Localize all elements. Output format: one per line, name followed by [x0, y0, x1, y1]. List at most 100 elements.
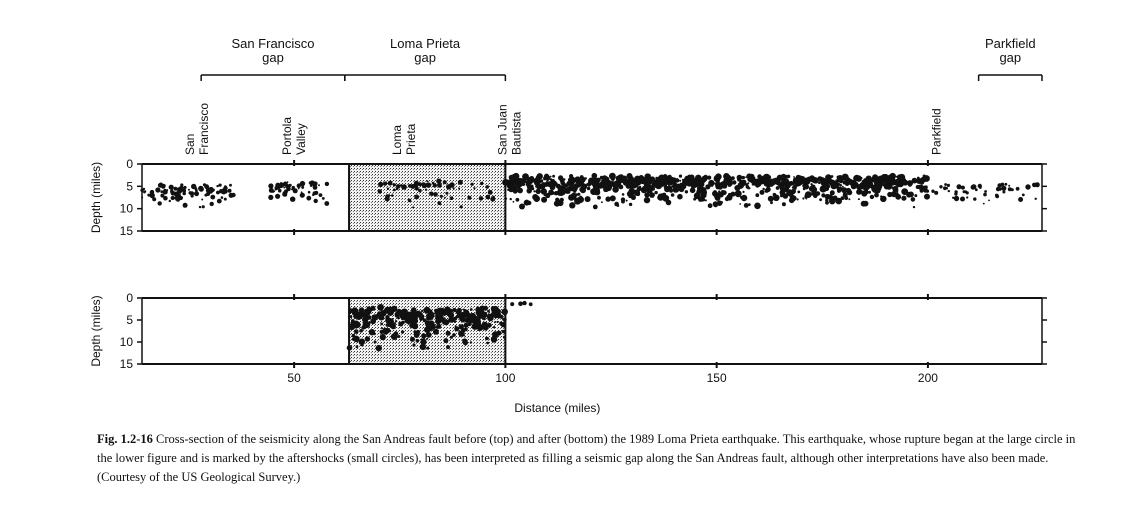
- seismic-event-point: [196, 193, 199, 196]
- seismic-event-point: [879, 175, 883, 179]
- seismic-event-point: [997, 183, 1002, 188]
- seismic-event-point: [569, 202, 576, 209]
- seismic-event-point: [568, 194, 575, 201]
- seismic-event-point: [485, 194, 491, 200]
- seismic-event-point: [464, 317, 470, 323]
- seismic-event-point: [1034, 197, 1037, 200]
- seismic-event-point: [923, 188, 928, 193]
- seismic-event-point: [857, 198, 860, 201]
- seismic-event-point: [592, 204, 598, 210]
- seismic-event-point: [734, 190, 742, 198]
- seismic-event-point: [353, 314, 358, 319]
- y-axis-label: Depth (miles): [89, 295, 103, 366]
- seismic-event-point: [383, 309, 388, 314]
- seismic-event-point: [784, 181, 791, 189]
- seismic-event-point: [180, 183, 184, 187]
- y-axis-label: Depth (miles): [89, 162, 103, 233]
- seismic-event-point: [828, 178, 832, 182]
- seismic-event-point: [318, 193, 323, 198]
- y-tick-label: 10: [120, 335, 134, 349]
- seismic-event-point: [508, 174, 514, 180]
- seismic-event-point: [462, 328, 466, 332]
- seismic-event-point: [219, 189, 224, 194]
- seismic-event-point: [914, 194, 918, 198]
- seismic-event-point: [157, 201, 162, 206]
- seismic-event-point: [835, 197, 842, 205]
- seismic-event-point: [671, 185, 674, 188]
- seismic-event-point: [532, 194, 539, 201]
- seismic-event-point: [755, 193, 760, 198]
- seismic-event-point: [321, 197, 325, 200]
- seismic-event-point: [818, 181, 821, 184]
- seismic-event-point: [493, 312, 499, 317]
- seismic-event-point: [811, 177, 819, 184]
- seismic-event-point: [712, 190, 718, 197]
- seismic-event-point: [482, 324, 489, 331]
- x-tick-label: 50: [287, 371, 301, 385]
- gap-label: San Francisco: [231, 36, 314, 51]
- seismic-event-point: [485, 336, 489, 341]
- seismic-event-point: [819, 198, 822, 202]
- seismic-event-point: [419, 316, 424, 321]
- seismic-event-point: [433, 192, 438, 197]
- seismic-event-point: [571, 185, 578, 192]
- gap-label: gap: [414, 50, 436, 65]
- seismic-event-point: [478, 196, 484, 201]
- seismic-event-point: [1007, 187, 1012, 192]
- seismic-event-point: [412, 343, 416, 347]
- seismic-event-point: [678, 174, 683, 178]
- seismic-event-point: [883, 183, 890, 190]
- seismic-event-point: [218, 183, 222, 187]
- seismic-event-point: [685, 175, 689, 180]
- seismic-event-point: [504, 197, 508, 200]
- seismic-event-point: [358, 307, 365, 314]
- seismic-event-point: [704, 199, 707, 202]
- seismic-event-point: [739, 195, 743, 199]
- seismic-event-point: [689, 187, 696, 194]
- seismic-event-point: [737, 182, 745, 189]
- seismic-event-point: [292, 188, 298, 194]
- seismic-event-point: [790, 180, 793, 184]
- seismic-event-point: [796, 198, 799, 201]
- seismic-event-point: [449, 196, 454, 200]
- seismic-event-point: [324, 181, 330, 187]
- seismic-event-point: [463, 309, 469, 315]
- seismic-event-point: [477, 327, 481, 331]
- seismic-event-point: [592, 173, 598, 179]
- seismic-event-point: [444, 196, 446, 199]
- seismic-event-point: [688, 179, 695, 185]
- seismic-event-point: [952, 196, 955, 199]
- seismic-event-point: [454, 326, 460, 332]
- seismic-event-point: [863, 185, 867, 190]
- seismic-event-point: [849, 179, 853, 183]
- seismic-event-point: [473, 187, 476, 190]
- seismic-event-point: [352, 309, 359, 317]
- seismic-event-point: [512, 182, 515, 185]
- seismic-event-point: [924, 185, 928, 189]
- seismic-event-point: [1021, 193, 1025, 197]
- seismic-event-point: [182, 188, 187, 193]
- seismic-event-point: [675, 178, 680, 183]
- seismic-event-point: [438, 311, 444, 317]
- seismic-event-point: [665, 175, 669, 180]
- seismic-event-point: [593, 190, 598, 195]
- seismic-event-point: [649, 192, 655, 198]
- seismic-event-point: [939, 185, 943, 189]
- seismic-event-point: [299, 180, 306, 187]
- seismic-event-point: [526, 175, 529, 178]
- seismic-event-point: [781, 202, 786, 207]
- seismic-event-point: [175, 192, 178, 195]
- seismic-event-point: [229, 183, 232, 187]
- seismic-event-point: [655, 176, 659, 180]
- seismic-event-point: [566, 180, 572, 187]
- seismic-event-point: [609, 172, 616, 180]
- seismic-event-point: [346, 345, 353, 351]
- seismic-event-point: [715, 184, 720, 189]
- seismic-event-point: [409, 322, 415, 329]
- seismic-event-point: [414, 186, 419, 191]
- seismic-event-point: [763, 173, 770, 180]
- seismic-event-point: [618, 184, 624, 190]
- seismic-event-point: [977, 183, 982, 189]
- seismic-event-point: [915, 185, 920, 189]
- seismic-event-point: [954, 190, 958, 194]
